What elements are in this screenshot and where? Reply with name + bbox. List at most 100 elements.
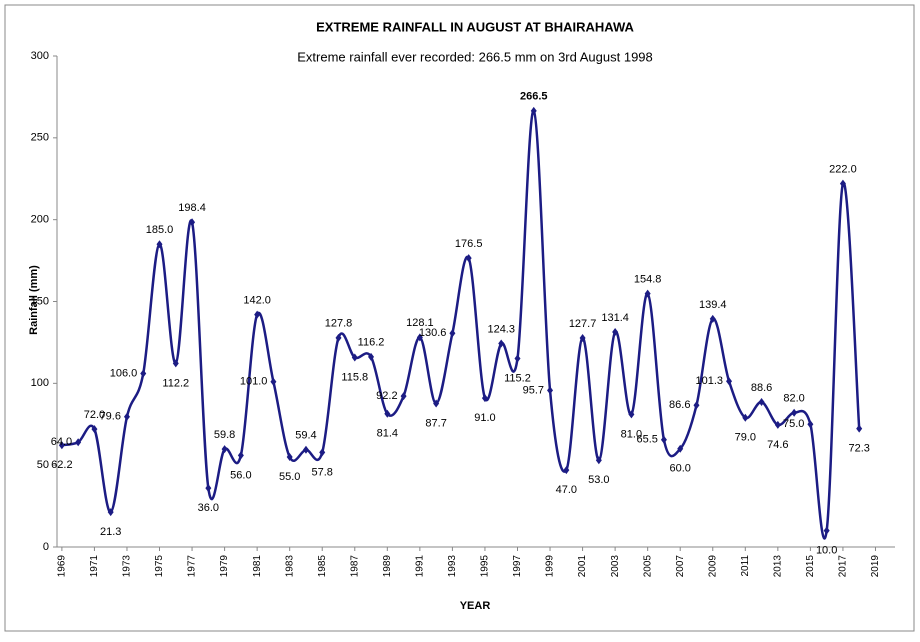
marker	[254, 310, 261, 319]
data-label: 127.7	[569, 318, 597, 330]
marker	[514, 354, 521, 363]
x-tick-label: 1971	[89, 555, 100, 578]
x-tick-label: 1999	[545, 555, 556, 578]
data-label: 55.0	[279, 471, 300, 483]
marker	[726, 377, 733, 386]
data-label: 91.0	[474, 412, 495, 424]
marker	[205, 484, 212, 493]
x-tick-label: 2005	[642, 555, 653, 578]
marker	[791, 408, 798, 417]
data-label: 88.6	[751, 382, 772, 394]
data-label: 57.8	[312, 466, 333, 478]
marker	[530, 106, 537, 115]
data-label: 127.8	[325, 318, 353, 330]
data-label: 86.6	[669, 399, 690, 411]
marker	[140, 369, 147, 378]
marker	[156, 240, 163, 249]
data-label: 10.0	[816, 545, 837, 557]
marker	[660, 435, 667, 444]
data-label: 101.3	[695, 375, 723, 387]
data-label: 59.4	[295, 430, 316, 442]
marker	[189, 218, 196, 227]
marker	[302, 445, 309, 454]
x-tick-label: 1977	[187, 555, 198, 578]
data-label: 139.4	[699, 299, 727, 311]
marker	[758, 397, 765, 406]
data-label: 59.8	[214, 429, 235, 441]
data-label: 65.5	[637, 434, 658, 446]
marker	[595, 456, 602, 465]
data-label: 112.2	[162, 377, 189, 389]
marker	[172, 359, 179, 368]
data-label: 72.0	[84, 409, 105, 421]
data-label: 87.7	[425, 417, 446, 429]
x-tick-label: 1997	[512, 555, 523, 578]
marker	[123, 412, 130, 421]
x-tick-label: 1985	[317, 555, 328, 578]
x-tick-label: 1987	[349, 555, 360, 578]
marker	[237, 451, 244, 460]
marker	[91, 425, 98, 434]
y-tick-label: 300	[31, 50, 49, 62]
data-label: 198.4	[178, 202, 206, 214]
data-label: 60.0	[670, 463, 691, 475]
marker	[221, 445, 228, 454]
marker	[742, 413, 749, 422]
x-tick-label: 1989	[382, 555, 393, 578]
chart-subtitle: Extreme rainfall ever recorded: 266.5 mm…	[297, 49, 653, 64]
x-tick-label: 1975	[154, 555, 165, 578]
x-axis-label: YEAR	[460, 600, 491, 612]
marker	[677, 444, 684, 453]
marker	[774, 420, 781, 429]
data-label: 131.4	[601, 312, 629, 324]
x-tick-label: 2017	[838, 555, 849, 578]
y-tick-label: 50	[37, 459, 49, 471]
data-label: 62.2	[51, 459, 72, 471]
x-tick-label: 1979	[219, 555, 230, 578]
x-tick-label: 2003	[610, 555, 621, 578]
marker	[465, 254, 472, 263]
marker	[400, 392, 407, 401]
data-label: 47.0	[556, 484, 577, 496]
y-tick-label: 250	[31, 132, 49, 144]
data-label: 130.6	[419, 327, 447, 339]
marker	[839, 179, 846, 188]
data-label: 106.0	[110, 367, 138, 379]
data-label: 92.2	[376, 390, 397, 402]
data-label: 21.3	[100, 526, 121, 538]
marker	[351, 353, 358, 362]
data-label: 72.3	[848, 443, 869, 455]
marker	[416, 333, 423, 342]
marker	[481, 394, 488, 403]
x-tick-label: 2007	[675, 555, 686, 578]
data-label: 95.7	[523, 384, 544, 396]
marker	[449, 329, 456, 338]
marker	[335, 333, 342, 342]
chart-border	[4, 4, 915, 632]
y-tick-label: 150	[31, 295, 49, 307]
data-label: 81.0	[621, 428, 642, 440]
data-label: 128.1	[406, 317, 434, 329]
data-label: 64.0	[51, 436, 72, 448]
x-tick-label: 1981	[252, 555, 263, 578]
data-label: 81.4	[377, 428, 398, 440]
data-label: 266.5	[520, 91, 548, 103]
chart-title: EXTREME RAINFALL IN AUGUST AT BHAIRAHAWA	[316, 19, 634, 34]
data-label: 82.0	[783, 393, 804, 405]
data-label: 115.8	[341, 371, 368, 383]
data-label: 53.0	[588, 474, 609, 486]
marker	[368, 352, 375, 361]
marker	[319, 448, 326, 457]
x-tick-label: 2001	[577, 555, 588, 578]
x-tick-label: 2009	[707, 555, 718, 578]
data-label: 74.6	[767, 439, 788, 451]
data-label: 79.0	[735, 432, 756, 444]
data-label: 115.2	[504, 372, 531, 384]
marker	[547, 386, 554, 395]
x-tick-label: 1995	[480, 555, 491, 578]
marker	[107, 508, 114, 517]
marker	[563, 466, 570, 475]
x-tick-label: 1983	[284, 555, 295, 578]
data-label: 176.5	[455, 238, 483, 250]
x-tick-label: 2013	[772, 555, 783, 578]
